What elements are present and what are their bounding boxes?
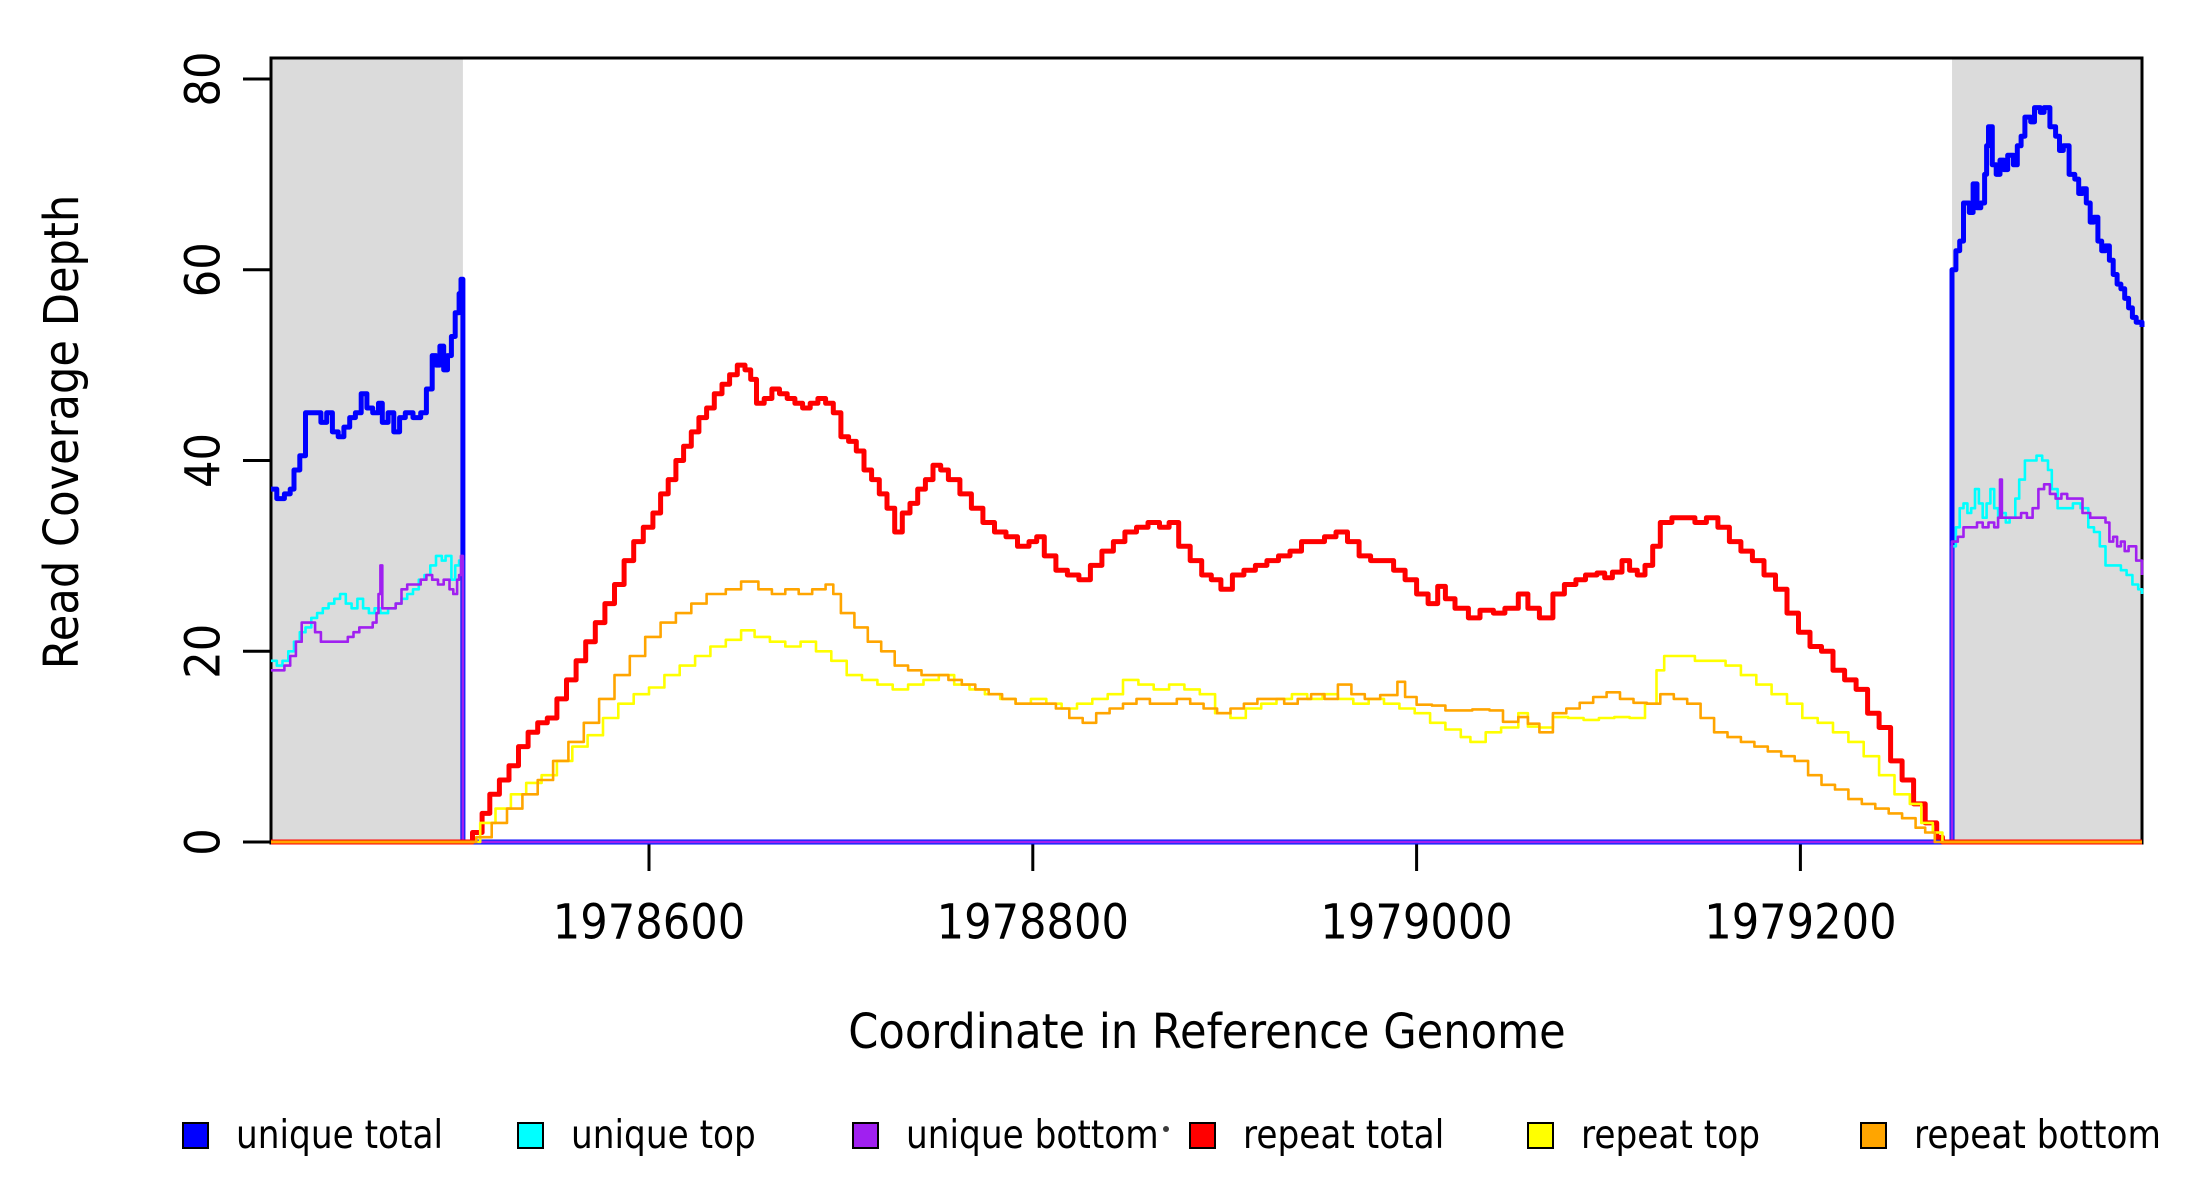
unique-total-swatch-icon — [182, 1121, 209, 1149]
x-tick-label: 1979000 — [1320, 894, 1512, 950]
series-line-unique-total — [271, 105, 2145, 845]
unique-region-shade-right — [1952, 59, 2142, 842]
series-line-unique-bottom — [271, 478, 2144, 844]
legend-item-unique-bottom: unique bottom — [852, 1111, 1193, 1159]
y-tick-label: 20 — [175, 624, 231, 679]
y-tick-label: 60 — [175, 242, 231, 297]
y-axis-title: Read Coverage Depth — [34, 194, 90, 670]
y-tick-label: 40 — [175, 433, 231, 488]
series-line-repeat-bottom — [271, 580, 2142, 844]
repeat-total-swatch-icon — [1189, 1121, 1216, 1149]
legend-item-repeat-top: repeat top — [1527, 1111, 1784, 1159]
legend-item-unique-top: unique top — [517, 1111, 781, 1159]
legend-label-repeat-top: repeat top — [1581, 1112, 1761, 1158]
legend-label-repeat-bottom: repeat bottom — [1914, 1112, 2161, 1158]
series-line-repeat-total — [271, 362, 2142, 845]
legend-label-unique-bottom: unique bottom — [906, 1112, 1159, 1158]
repeat-top-swatch-icon — [1527, 1121, 1554, 1149]
y-tick-label: 0 — [175, 828, 231, 855]
legend-item-unique-total: unique total — [182, 1111, 471, 1159]
unique-top-swatch-icon — [517, 1121, 544, 1149]
plot-box — [269, 56, 2144, 845]
y-tick-label: 80 — [175, 52, 231, 107]
x-tick-label: 1979200 — [1704, 894, 1896, 950]
unique-bottom-swatch-icon — [852, 1121, 879, 1149]
legend-label-unique-top: unique top — [571, 1112, 756, 1158]
x-tick-label: 1978600 — [553, 894, 745, 950]
x-tick-label: 1978800 — [937, 894, 1129, 950]
series-line-repeat-top — [271, 629, 2142, 844]
legend-item-repeat-bottom: repeat bottom — [1860, 1111, 2195, 1159]
legend-label-repeat-total: repeat total — [1243, 1112, 1445, 1158]
legend-label-unique-total: unique total — [236, 1112, 444, 1158]
legend-item-repeat-total: repeat total — [1189, 1111, 1472, 1159]
repeat-bottom-swatch-icon — [1860, 1121, 1887, 1149]
stray-dot — [1163, 1126, 1169, 1132]
unique-region-shade-left — [271, 59, 463, 842]
x-axis-title: Coordinate in Reference Genome — [848, 1004, 1566, 1060]
series-line-unique-top — [271, 454, 2144, 844]
